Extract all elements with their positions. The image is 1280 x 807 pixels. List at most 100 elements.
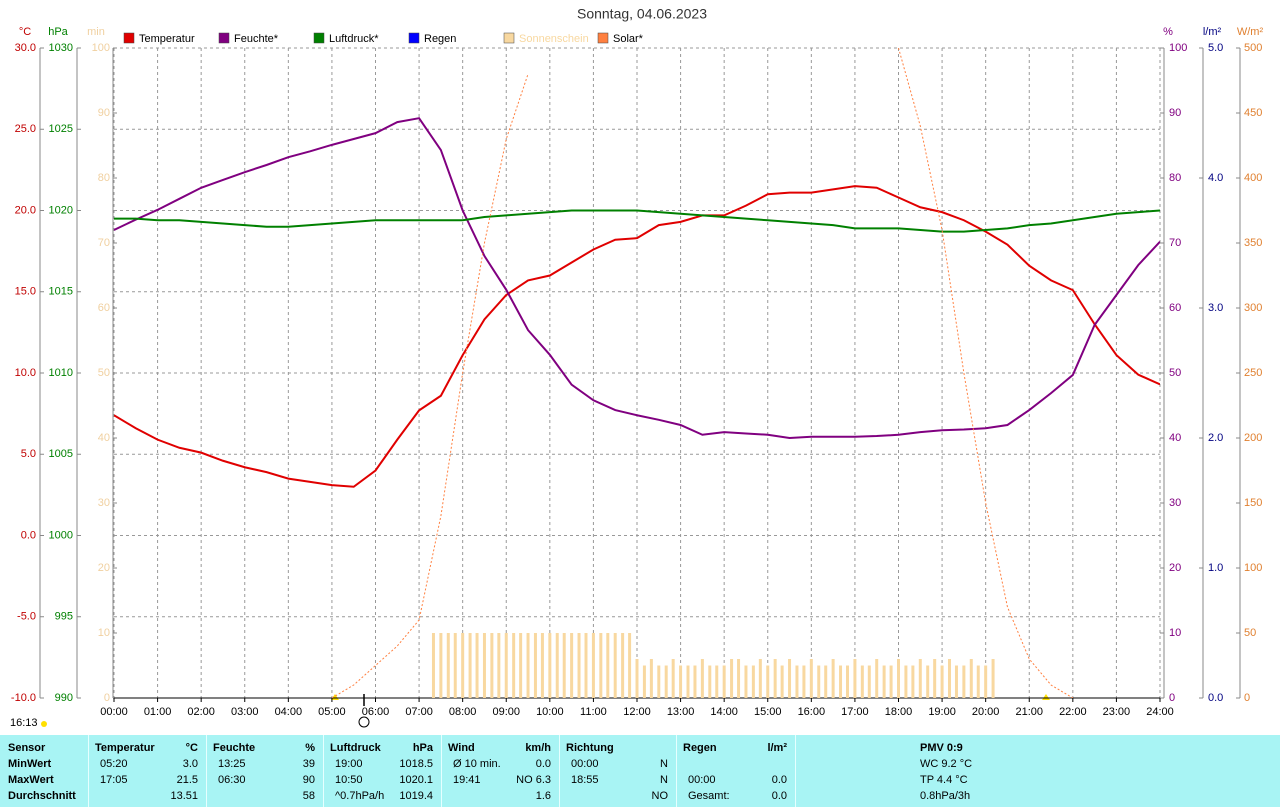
sunshine-bar	[482, 633, 486, 698]
y-tick-label: 3.0	[1208, 302, 1223, 314]
chart-title: Sonntag, 04.06.2023	[577, 6, 707, 22]
cell-right: 1019.4	[399, 790, 433, 802]
column-unit: l/m²	[767, 742, 787, 754]
y-tick-label: 0	[104, 692, 110, 704]
legend-swatch	[503, 32, 515, 44]
axis-unit: W/m²	[1237, 26, 1264, 38]
sunshine-bar	[453, 633, 457, 698]
cell-left: 05:20	[100, 758, 128, 770]
cell-left: 19:41	[453, 774, 481, 786]
cell-left: 10:50	[335, 774, 363, 786]
cell-right: 0.0	[771, 790, 787, 802]
series-line	[331, 48, 1074, 698]
sunshine-bar	[461, 633, 465, 698]
legend-label: Temperatur	[139, 33, 195, 45]
x-tick-label: 20:00	[972, 706, 1000, 718]
x-tick-label: 13:00	[667, 706, 695, 718]
column-separator	[441, 735, 442, 807]
x-tick-label: 18:00	[885, 706, 913, 718]
y-tick-label: 20.0	[15, 204, 36, 216]
x-tick-label: 15:00	[754, 706, 782, 718]
sunshine-bar	[984, 665, 988, 698]
sunshine-bar	[562, 633, 566, 698]
series-line	[114, 117, 1160, 440]
x-tick-label: 00:00	[100, 706, 128, 718]
column-header: Richtung	[566, 742, 614, 754]
x-tick-label: 07:00	[405, 706, 433, 718]
sunshine-bar	[737, 659, 741, 698]
sunshine-bar	[599, 633, 603, 698]
x-tick-label: 24:00	[1146, 706, 1174, 718]
sunshine-bar	[751, 665, 755, 698]
sunshine-bar	[911, 665, 915, 698]
column-separator	[676, 735, 677, 807]
sunshine-bar	[657, 665, 661, 698]
sunshine-bar	[686, 665, 690, 698]
y-tick-label: 990	[55, 692, 73, 704]
x-tick-label: 05:00	[318, 706, 346, 718]
y-tick-label: 60	[1169, 302, 1181, 314]
y-tick-label: 0.0	[21, 529, 36, 541]
y-tick-label: 2.0	[1208, 432, 1223, 444]
sunshine-bar	[831, 659, 835, 698]
y-tick-label: 1010	[49, 367, 73, 379]
sunshine-bar	[715, 665, 719, 698]
legend-swatch	[218, 32, 230, 44]
sunshine-bar	[613, 633, 617, 698]
sunshine-bar	[824, 665, 828, 698]
sunshine-bar	[788, 659, 792, 698]
y-tick-label: 1025	[49, 123, 73, 135]
cell-right: 90	[302, 774, 315, 786]
cell-right: 13.51	[170, 790, 198, 802]
y-tick-label: 1030	[49, 42, 73, 54]
column-separator	[559, 735, 560, 807]
cell-right: N	[660, 774, 668, 786]
cell-left: 19:00	[335, 758, 363, 770]
cell-left: ^0.7hPa/h	[335, 790, 385, 802]
y-tick-label: 300	[1244, 302, 1262, 314]
cell-right: 39	[302, 758, 315, 770]
sunshine-bar	[802, 665, 806, 698]
cell-right: 3.0	[182, 758, 198, 770]
sunshine-bar	[962, 665, 966, 698]
sunshine-bar	[548, 633, 552, 698]
sunshine-bar	[591, 633, 595, 698]
sunshine-bar	[758, 659, 762, 698]
x-tick-label: 14:00	[710, 706, 738, 718]
y-tick-label: 200	[1244, 432, 1262, 444]
sunshine-bar	[940, 665, 944, 698]
y-tick-label: 5.0	[21, 448, 36, 460]
sunshine-bar	[780, 665, 784, 698]
sunshine-bar	[860, 665, 864, 698]
y-tick-label: 400	[1244, 172, 1262, 184]
sunshine-bar	[628, 633, 632, 698]
y-tick-label: 50	[98, 367, 110, 379]
cell-right: NO 6.3	[516, 774, 551, 786]
cell-right: 1020.1	[399, 774, 433, 786]
sunshine-bar	[497, 633, 501, 698]
cell-left: 00:00	[571, 758, 599, 770]
sunshine-bar	[431, 633, 435, 698]
sunshine-bar	[475, 633, 479, 698]
sunset-icon	[1042, 694, 1050, 700]
column-unit: %	[305, 742, 315, 754]
y-tick-label: 0	[1169, 692, 1175, 704]
y-tick-label: 4.0	[1208, 172, 1223, 184]
sunshine-bar	[947, 659, 951, 698]
sunshine-bar	[918, 659, 922, 698]
x-tick-label: 04:00	[275, 706, 303, 718]
y-tick-label: 90	[1169, 107, 1181, 119]
x-tick-label: 02:00	[187, 706, 215, 718]
sunshine-bar	[846, 665, 850, 698]
y-tick-label: 30	[1169, 497, 1181, 509]
legend-label: Luftdruck*	[329, 33, 379, 45]
y-tick-label: 80	[1169, 172, 1181, 184]
sunshine-bar	[744, 665, 748, 698]
sunshine-bar	[795, 665, 799, 698]
table-header: PMV 0:9	[920, 742, 963, 754]
table-header: Sensor	[8, 742, 46, 754]
column-header: Feuchte	[213, 742, 256, 754]
x-tick-label: 10:00	[536, 706, 564, 718]
plot-area	[114, 48, 1160, 698]
y-tick-label: 995	[55, 611, 73, 623]
